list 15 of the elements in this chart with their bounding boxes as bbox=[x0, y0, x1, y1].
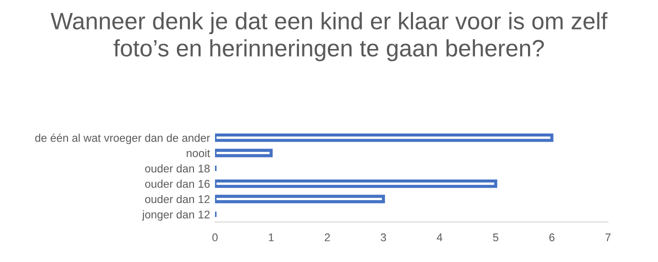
x-tick-label: 7 bbox=[605, 234, 611, 242]
x-tick-label: 2 bbox=[324, 233, 330, 242]
y-tick-label: ouder dan 18 bbox=[145, 164, 210, 172]
x-tick-label: 0 bbox=[212, 233, 218, 242]
y-tick-label: nooit bbox=[186, 148, 210, 158]
y-tick-label: de één al wat vroeger dan de ander bbox=[35, 134, 210, 144]
x-tick-label: 1 bbox=[268, 234, 274, 242]
y-tick-label: ouder dan 12 bbox=[145, 194, 210, 204]
x-tick-label: 5 bbox=[493, 234, 498, 242]
chart-title: Wanneer denk je dat een kind er klaar voor is om zelf foto’s en herinneringen te gaan beheren? bbox=[50, 12, 608, 62]
y-tick-label: ouder dan 16 bbox=[145, 180, 210, 188]
x-tick-label: 6 bbox=[549, 233, 554, 242]
x-tick-label: 3 bbox=[380, 233, 386, 242]
y-tick-label: jonger dan 12 bbox=[142, 210, 210, 221]
x-tick-label: 4 bbox=[436, 234, 442, 242]
